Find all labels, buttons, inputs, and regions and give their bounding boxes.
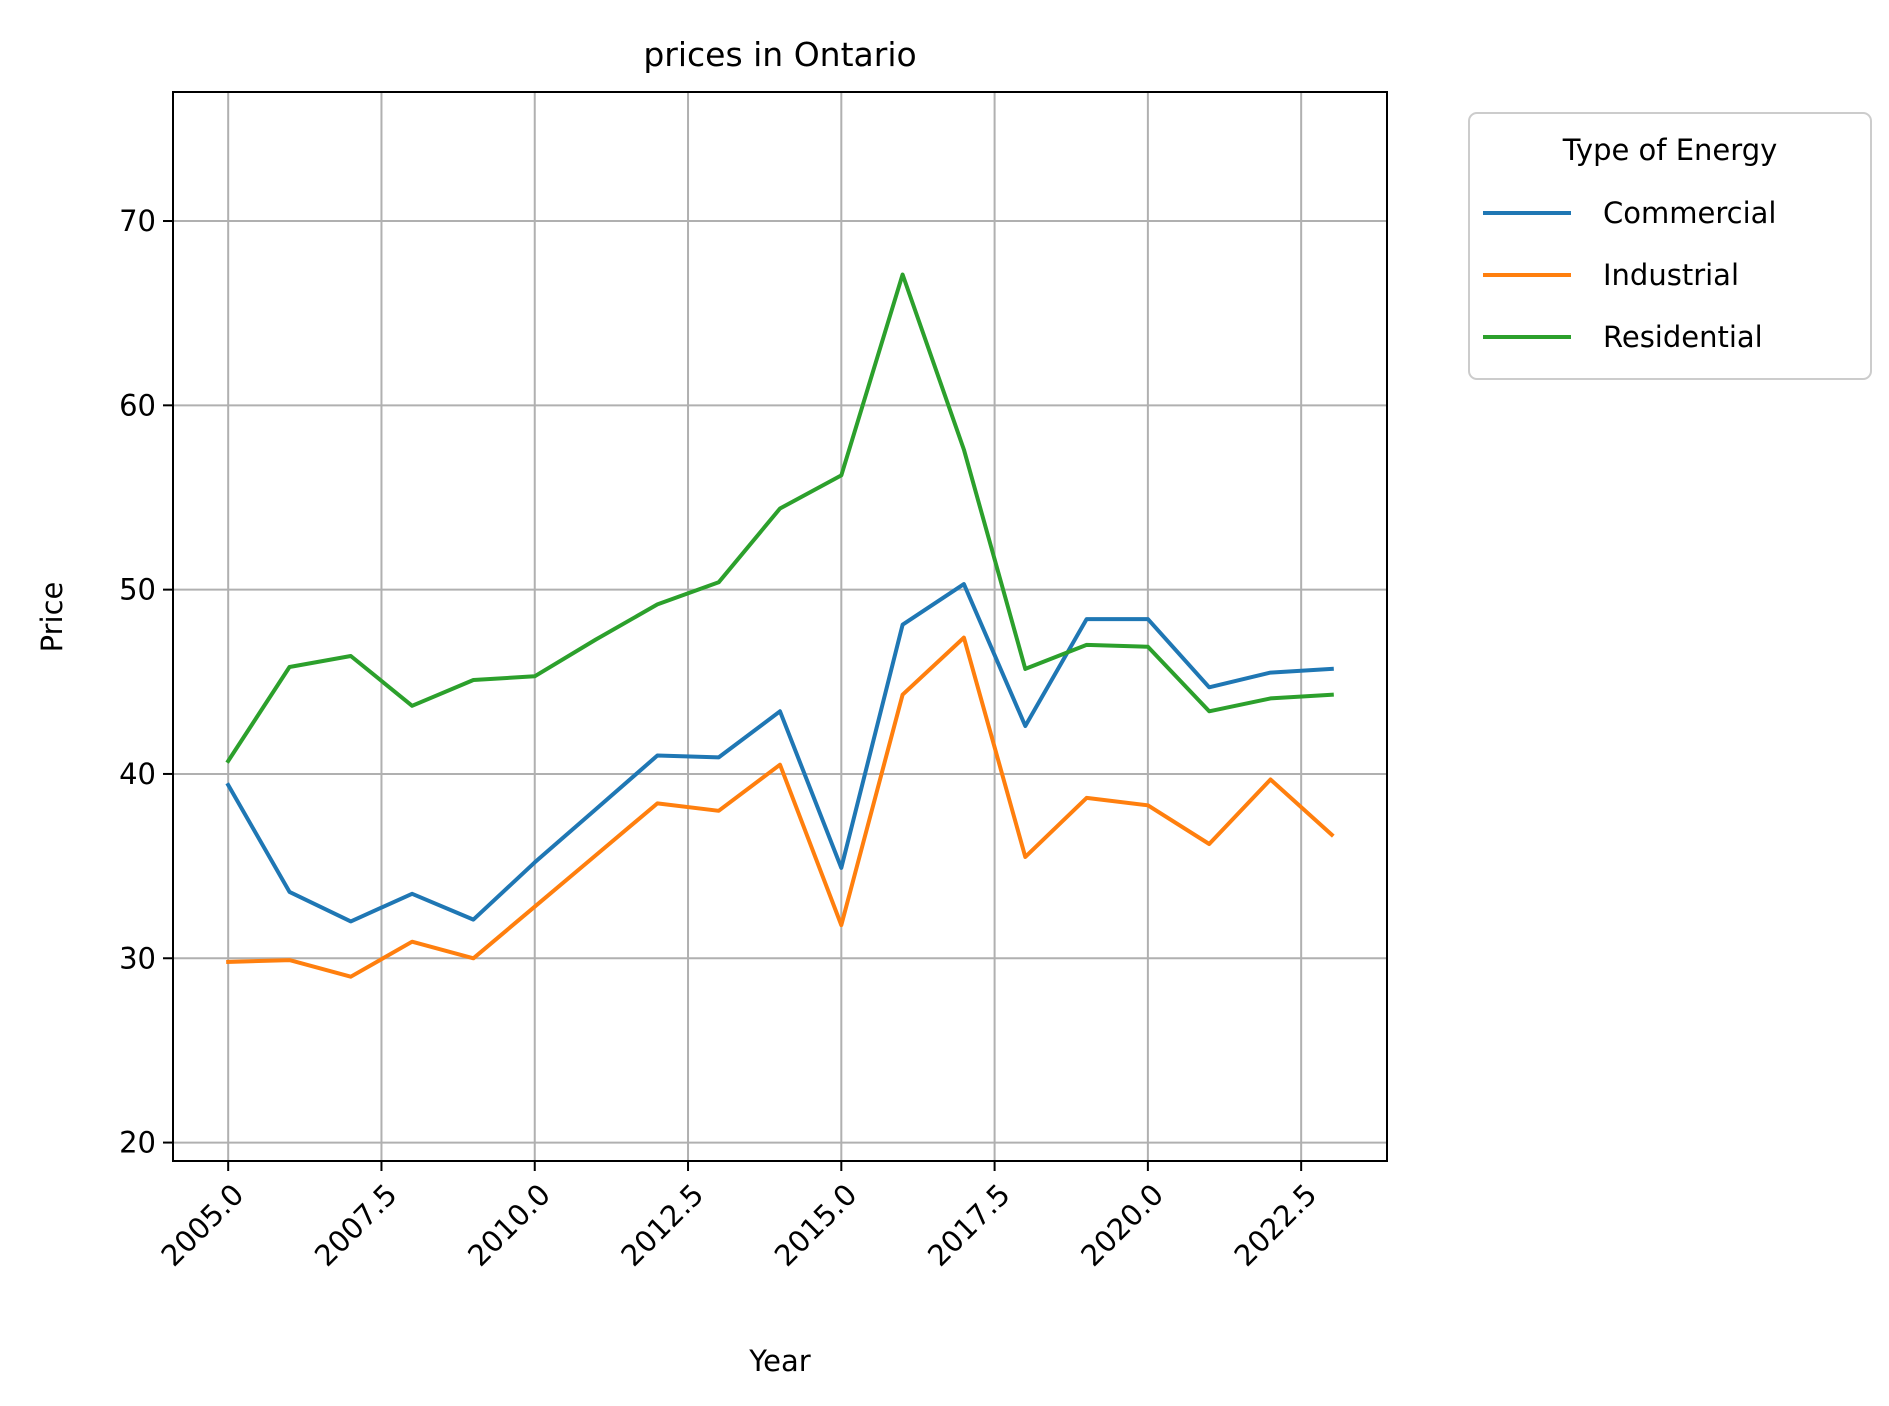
- legend-label-industrial: Industrial: [1603, 258, 1739, 292]
- legend-label-residential: Residential: [1603, 320, 1763, 354]
- y-tick-label: 30: [119, 941, 156, 975]
- grid-lines: [173, 92, 1387, 1161]
- legend: Type of Energy Commercial Industrial Resid…: [1468, 112, 1872, 380]
- chart-title: prices in Ontario: [643, 35, 916, 74]
- plot-area-frame: [172, 91, 1388, 1162]
- legend-label-commercial: Commercial: [1603, 196, 1776, 230]
- legend-entries: Commercial Industrial Residential: [1483, 196, 1776, 354]
- y-tick-label: 20: [119, 1126, 156, 1160]
- y-axis-label: Price: [35, 582, 69, 653]
- y-tick-label: 40: [119, 757, 156, 791]
- legend-frame: [1468, 112, 1872, 380]
- y-tick-label: 50: [119, 573, 156, 607]
- y-tick-label: 70: [119, 204, 156, 238]
- x-axis-label: Year: [748, 1344, 810, 1378]
- series-line-industrial: [226, 635, 1335, 979]
- y-tick-label: 60: [119, 388, 156, 422]
- legend-title: Type of Energy: [1562, 133, 1778, 167]
- series-line-residential: [225, 272, 1334, 764]
- series-lines: [225, 272, 1335, 979]
- series-line-commercial: [225, 582, 1334, 924]
